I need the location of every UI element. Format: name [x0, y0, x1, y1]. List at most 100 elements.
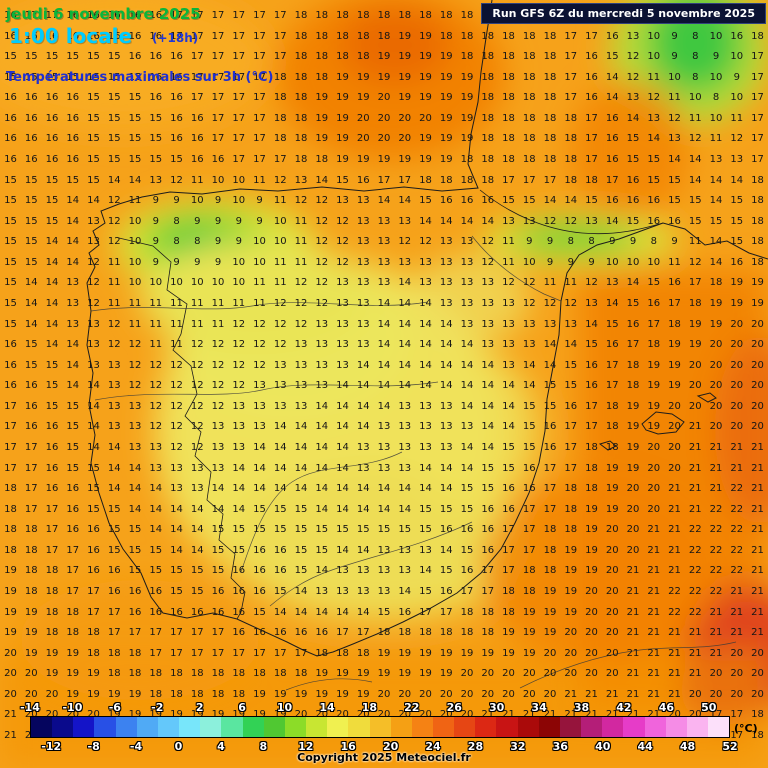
grid-temp: 15 — [273, 585, 287, 597]
scale-segment — [517, 717, 539, 737]
mallorca-island — [641, 411, 685, 435]
grid-temp: 15 — [45, 215, 59, 227]
grid-temp: 16 — [605, 133, 619, 145]
grid-temp: 19 — [45, 668, 59, 680]
scale-label: 6 — [238, 701, 246, 714]
grid-temp: 17 — [751, 92, 764, 104]
grid-temp: 18 — [439, 627, 453, 639]
grid-temp: 18 — [502, 606, 515, 618]
scale-segment — [602, 717, 624, 737]
grid-temp: 10 — [211, 277, 225, 289]
scale-segment — [348, 717, 370, 737]
grid-temp: 11 — [273, 277, 287, 289]
grid-temp: 19 — [585, 503, 598, 515]
grid-temp: 14 — [24, 277, 38, 289]
grid-temp: 13 — [170, 462, 183, 474]
grid-temp: 18 — [149, 668, 163, 680]
grid-temp: 16 — [149, 585, 163, 597]
grid-temp: 11 — [211, 318, 225, 330]
grid-temp: 17 — [253, 153, 266, 165]
grid-temp: 21 — [522, 709, 536, 721]
grid-temp: 13 — [419, 544, 432, 556]
grid-temp: 19 — [626, 441, 640, 453]
grid-temp: 21 — [668, 544, 681, 556]
grid-temp: 12 — [294, 277, 308, 289]
grid-temp: 13 — [356, 318, 370, 330]
grid-temp: 16 — [460, 195, 474, 207]
grid-temp: 16 — [605, 153, 619, 165]
grid-temp: 9 — [152, 256, 159, 268]
grid-temp: 15 — [24, 256, 38, 268]
grid-temp: 10 — [730, 92, 744, 104]
grid-temp: 16 — [66, 30, 80, 42]
grid-temp: 18 — [543, 112, 557, 124]
grid-temp: 13 — [564, 318, 578, 330]
grid-temp: 18 — [605, 400, 619, 412]
grid-temp: 15 — [460, 503, 474, 515]
grid-temp: 15 — [170, 565, 183, 577]
grid-temp: 11 — [149, 297, 163, 309]
grid-temp: 12 — [626, 71, 640, 83]
grid-temp: 17 — [253, 133, 266, 145]
grid-temp: 21 — [668, 503, 681, 515]
grid-temp: 13 — [377, 421, 391, 433]
grid-temp: 11 — [294, 236, 308, 248]
grid-temp: 15 — [66, 421, 80, 433]
grid-temp: 12 — [170, 380, 183, 392]
grid-temp: 16 — [4, 359, 17, 371]
grid-temp: 16 — [170, 133, 183, 145]
grid-temp: 14 — [605, 92, 619, 104]
grid-temp: 13 — [336, 297, 349, 309]
grid-temp: 14 — [377, 339, 391, 351]
grid-temp: 14 — [66, 339, 80, 351]
grid-temp: 15 — [522, 195, 536, 207]
grid-temp: 21 — [709, 647, 723, 659]
grid-temp: 13 — [253, 421, 266, 433]
grid-temp: 18 — [751, 709, 764, 721]
grid-temp: 16 — [149, 51, 163, 63]
grid-temp: 19 — [419, 92, 432, 104]
grid-temp: 18 — [356, 647, 370, 659]
grid-temp: 16 — [45, 112, 59, 124]
grid-temp: 13 — [668, 133, 681, 145]
grid-temp: 18 — [87, 627, 100, 639]
grid-temp: 21 — [751, 441, 764, 453]
grid-temp: 21 — [647, 647, 661, 659]
grid-temp: 19 — [502, 647, 515, 659]
grid-temp: 14 — [211, 503, 225, 515]
grid-temp: 18 — [481, 92, 495, 104]
scale-segment — [369, 717, 391, 737]
grid-temp: 16 — [253, 627, 266, 639]
grid-temp: 12 — [336, 256, 349, 268]
grid-temp: 14 — [564, 195, 578, 207]
grid-temp: 16 — [128, 585, 142, 597]
grid-temp: 17 — [522, 544, 536, 556]
grid-temp: 16 — [481, 524, 495, 536]
grid-temp: 18 — [502, 585, 515, 597]
grid-temp: 20 — [668, 400, 681, 412]
grid-temp: 21 — [730, 462, 744, 474]
grid-temp: 14 — [356, 359, 370, 371]
grid-temp: 15 — [107, 153, 121, 165]
grid-temp: 16 — [87, 524, 100, 536]
grid-temp: 17 — [232, 153, 246, 165]
grid-temp: 17 — [336, 627, 349, 639]
grid-temp: 18 — [4, 503, 17, 515]
grid-temp: 19 — [315, 112, 329, 124]
grid-temp: 19 — [439, 153, 453, 165]
grid-temp: 14 — [522, 359, 536, 371]
grid-temp: 13 — [522, 318, 536, 330]
grid-temp: 15 — [128, 544, 142, 556]
grid-temp: 19 — [419, 668, 432, 680]
grid-temp: 15 — [730, 215, 744, 227]
grid-temp: 8 — [567, 236, 574, 248]
grid-temp: 20 — [356, 709, 370, 721]
grid-temp: 14 — [377, 318, 391, 330]
grid-temp: 14 — [481, 380, 495, 392]
grid-temp: 17 — [751, 112, 764, 124]
grid-temp: 9 — [214, 236, 222, 248]
grid-temp: 18 — [460, 153, 474, 165]
